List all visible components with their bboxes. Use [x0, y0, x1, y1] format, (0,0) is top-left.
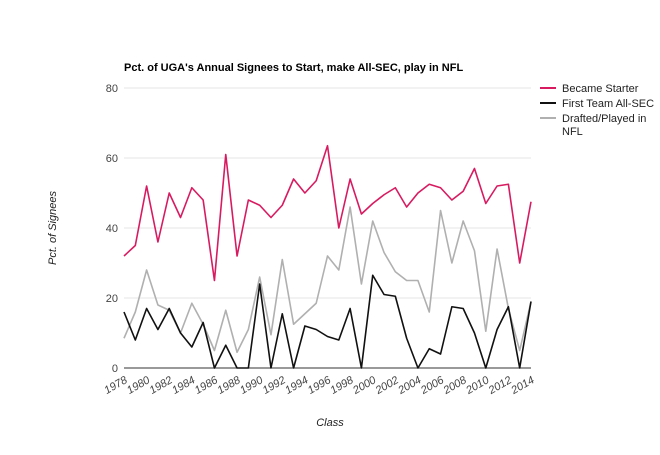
y-axis-title: Pct. of Signees [47, 191, 59, 265]
series-line-drafted-played-in-nfl [123, 206, 532, 354]
y-tick-label: 60 [106, 153, 118, 165]
y-tick-label: 0 [112, 363, 118, 375]
legend: Became Starter First Team All-SEC Drafted/… [540, 83, 654, 138]
series-line-first-team-all-sec [123, 274, 532, 369]
legend-label-first-team-all-sec: First Team All-SEC [562, 98, 654, 110]
series-line-became-starter [123, 144, 532, 282]
x-tick-label: 2014 [508, 374, 536, 397]
chart-title: Pct. of UGA's Annual Signees to Start, m… [124, 62, 463, 74]
legend-label-drafted-played-in-nfl: Drafted/Played in NFL [562, 113, 646, 138]
gridlines [124, 87, 531, 369]
legend-label-became-starter: Became Starter [562, 83, 639, 95]
y-tick-label: 80 [106, 83, 118, 95]
y-tick-label: 40 [106, 223, 118, 235]
legend-label-line: Drafted/Played in [562, 113, 646, 125]
legend-label-line: Became Starter [562, 83, 639, 95]
y-axis-ticks: 0 20 40 60 80 [106, 83, 118, 375]
x-axis-title: Class [316, 417, 344, 429]
x-axis-ticks: 1978198019821984198619881990199219941996… [102, 374, 536, 398]
y-tick-label: 20 [106, 293, 118, 305]
legend-label-line: NFL [562, 126, 583, 138]
series-lines [123, 144, 532, 369]
legend-label-line: First Team All-SEC [562, 98, 654, 110]
